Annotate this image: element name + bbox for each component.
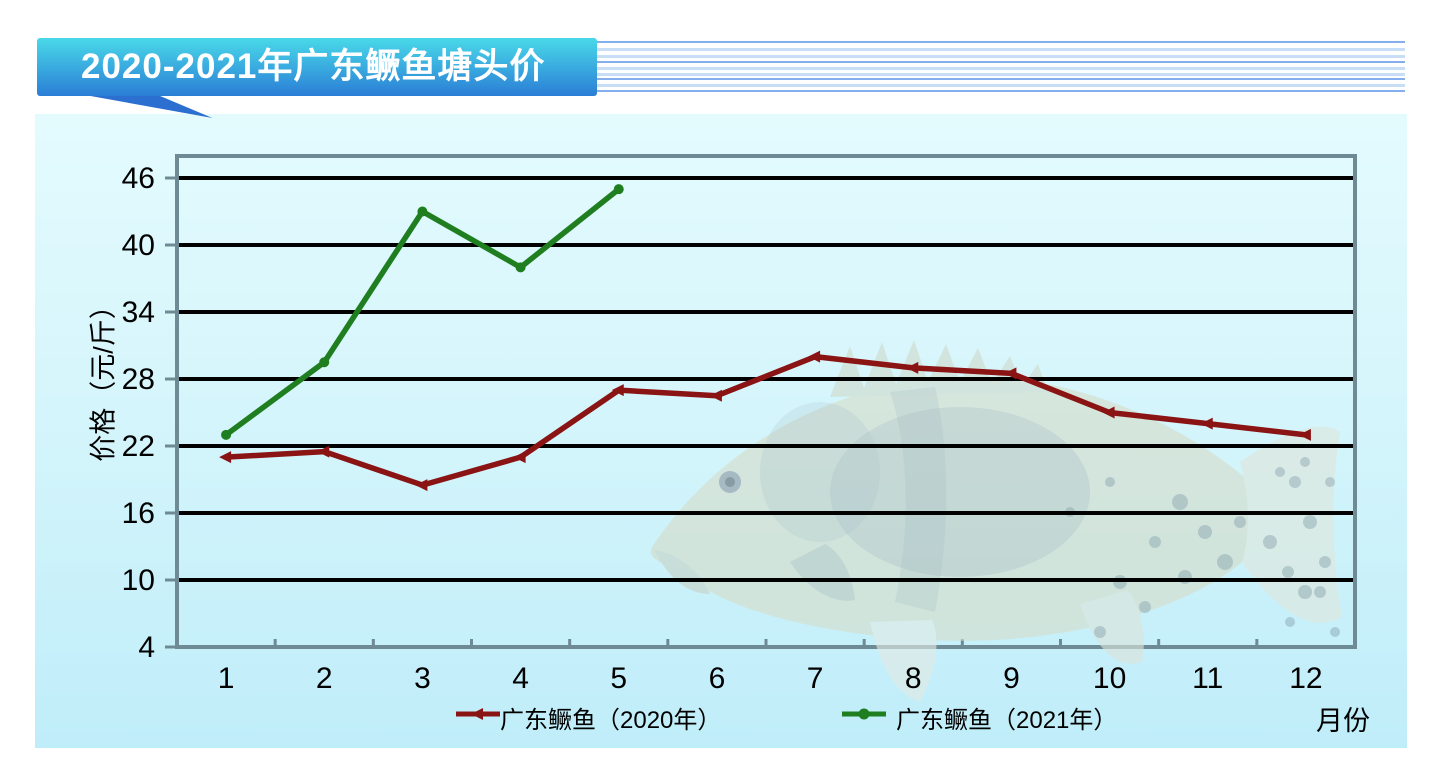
x-tick-label: 10 [1093,662,1126,695]
y-tick-label: 46 [122,162,155,195]
x-tick-label: 7 [807,662,824,695]
data-point-marker [516,262,526,272]
y-tick-label: 10 [122,564,155,597]
x-tick-label: 9 [1003,662,1020,695]
legend-key-marker [859,709,870,720]
x-tick-label: 5 [610,662,627,695]
legend-label-2021: 广东鳜鱼（2021年） [896,700,1117,735]
x-tick-label: 6 [709,662,726,695]
x-tick-label: 12 [1289,662,1322,695]
x-tick-label: 2 [316,662,333,695]
legend-label-2020: 广东鳜鱼（2020年） [500,700,721,735]
page-title: 2020-2021年广东鳜鱼塘头价 [37,38,597,96]
title-banner: 2020-2021年广东鳜鱼塘头价 [37,38,597,96]
x-axis-title: 月份 [1316,699,1370,738]
x-tick-label: 11 [1192,662,1223,695]
x-tick-label: 1 [218,662,235,695]
chart-plot-layer: 410162228344046123456789101112 [0,0,1442,781]
data-point-marker [417,207,427,217]
x-tick-label: 8 [905,662,922,695]
infographic-canvas: 2020-2021年广东鳜鱼塘头价 4101622283440461234567… [0,0,1442,781]
data-point-marker [1299,429,1311,441]
decorative-pinstripes [597,41,1405,93]
data-point-marker [906,362,918,374]
data-point-marker [471,708,483,720]
x-tick-label: 3 [414,662,431,695]
data-point-marker [319,357,329,367]
y-axis-title: 价格（元/斤） [82,292,121,462]
y-tick-label: 28 [122,363,155,396]
y-tick-label: 4 [138,631,155,664]
series-line [226,357,1306,485]
data-point-marker [221,430,231,440]
y-tick-label: 40 [122,229,155,262]
data-point-marker [219,451,231,463]
data-point-marker [1201,418,1213,430]
x-tick-label: 4 [512,662,529,695]
data-point-marker [614,184,624,194]
y-tick-label: 34 [122,296,155,329]
y-tick-label: 22 [122,430,155,463]
data-point-marker [710,390,722,402]
y-tick-label: 16 [122,497,155,530]
